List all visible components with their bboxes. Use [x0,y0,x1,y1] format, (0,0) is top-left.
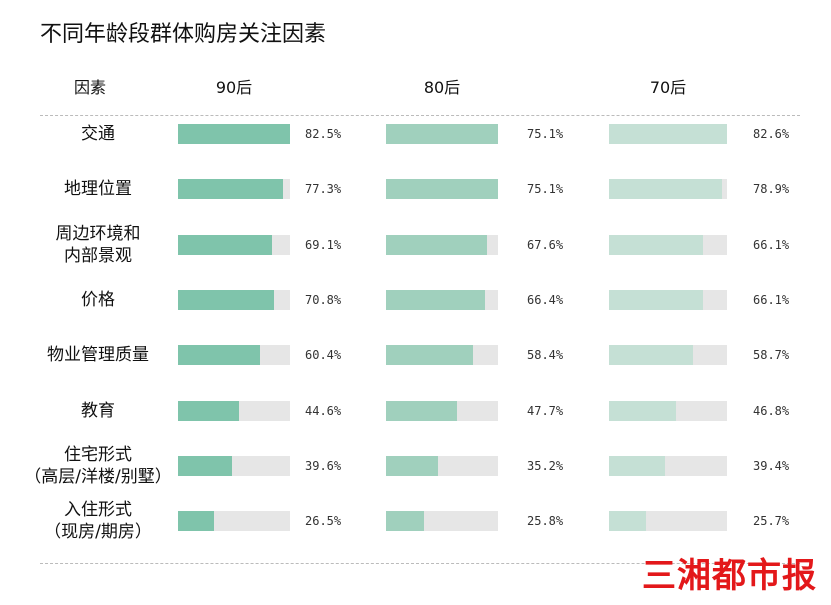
category-label: 入住形式 （现房/期房） [44,500,152,543]
value-label: 75.1% [527,127,564,141]
series-header: 80后 [423,78,461,97]
bar [609,124,727,144]
bar [386,124,498,144]
bar [386,400,458,421]
value-label: 25.7% [753,514,790,529]
bar [386,455,439,476]
bar [178,179,283,200]
bar [609,511,646,532]
category-label: 住宅形式 （高层/洋楼/别墅） [24,444,172,487]
value-label: 66.4% [527,292,564,307]
value-label: 47.7% [527,403,564,418]
value-label: 25.8% [527,514,564,529]
bar [609,345,693,366]
divider [40,115,800,116]
value-label: 35.2% [527,458,564,473]
bar [178,400,239,421]
category-label: 交通 [81,124,115,144]
bar [386,179,498,200]
value-label: 75.1% [527,182,564,197]
value-label: 69.1% [305,237,342,252]
bar [178,289,275,310]
category-label: 教育 [81,400,115,421]
bar [609,234,704,255]
value-label: 66.1% [753,292,790,307]
category-label: 价格 [81,289,115,310]
bar [178,511,214,532]
value-label: 58.4% [527,348,564,363]
bar [609,400,676,421]
value-label: 77.3% [305,182,342,197]
bar [386,234,487,255]
bar [178,234,272,255]
category-label: 物业管理质量 [47,345,149,366]
series-header: 90后 [215,78,253,97]
bar [609,179,722,200]
value-label: 67.6% [527,237,564,252]
value-label: 39.4% [753,458,790,473]
value-label: 82.6% [753,127,790,141]
category-header: 因素 [73,78,107,97]
category-label: 地理位置 [64,179,132,200]
category-label: 周边环境和 内部景观 [55,223,141,266]
value-label: 39.6% [305,458,342,473]
bar [386,511,425,532]
bar [609,455,666,476]
chart-title: 不同年龄段群体购房关注因素 [40,22,327,47]
series-header: 70后 [649,78,687,97]
bar [178,124,290,144]
bar [178,345,260,366]
value-label: 78.9% [753,182,790,197]
value-label: 44.6% [305,403,342,418]
watermark: 三湘都市报 [642,556,817,596]
value-label: 66.1% [753,237,790,252]
value-label: 82.5% [305,127,342,141]
value-label: 70.8% [305,292,342,307]
value-label: 60.4% [305,348,342,363]
value-label: 26.5% [305,514,342,529]
bar [386,345,474,366]
bar [178,455,232,476]
value-label: 46.8% [753,403,790,418]
bar [386,289,486,310]
value-label: 58.7% [753,348,790,363]
bar [609,289,704,310]
divider [40,563,800,564]
